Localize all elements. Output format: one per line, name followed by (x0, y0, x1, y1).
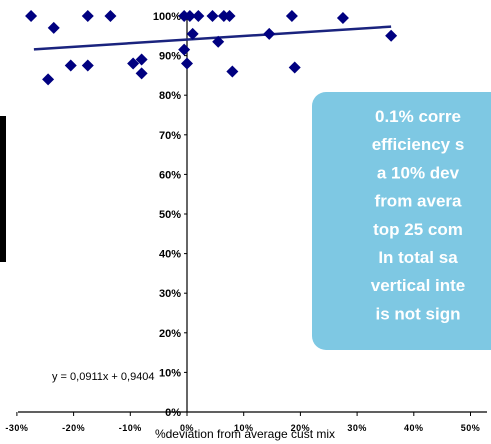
y-tick-label: 40% (159, 249, 181, 261)
x-tick-label: 40% (404, 423, 424, 433)
data-point (385, 29, 398, 42)
scatter-points (25, 10, 398, 86)
x-tick-label: 50% (461, 423, 481, 433)
data-point (104, 10, 117, 22)
data-point (178, 43, 191, 56)
y-axis-ticks: 0% 10% 20% 30% 40% 50% 60% 70% 80% 90% 100% (153, 11, 187, 419)
data-point (47, 21, 60, 34)
x-tick-label: 30% (347, 423, 367, 433)
y-tick-label: 60% (159, 169, 181, 181)
y-tick-label: 100% (153, 11, 181, 23)
y-tick-label: 0% (165, 407, 181, 419)
data-point (288, 61, 301, 74)
data-point (285, 10, 298, 22)
data-point (263, 27, 276, 40)
data-point (336, 11, 349, 24)
data-point (186, 27, 199, 40)
callout-line: In total sa (378, 248, 458, 267)
y-tick-label: 70% (159, 130, 181, 142)
x-tick-label: 10% (234, 423, 254, 433)
x-tick-label: -30% (5, 423, 28, 433)
data-point (212, 35, 225, 48)
data-point (183, 10, 196, 22)
data-point (81, 10, 94, 22)
callout-box: 0.1% corre efficiency s a 10% dev from aver… (312, 92, 491, 350)
x-tick-label: -10% (119, 423, 142, 433)
data-point (206, 10, 219, 22)
callout-text: 0.1% corre efficiency s a 10% dev from aver… (371, 107, 466, 323)
callout-line: 0.1% corre (375, 107, 461, 126)
x-tick-label: 20% (291, 423, 311, 433)
data-point (25, 10, 38, 22)
y-tick-label: 10% (159, 367, 181, 379)
data-point (192, 10, 205, 22)
data-point (223, 10, 236, 22)
x-axis-title: %deviation from average cust mix (155, 427, 335, 441)
data-point (42, 73, 55, 86)
callout-line: top 25 com (373, 220, 463, 239)
x-tick-label: -20% (62, 423, 85, 433)
callout-line: vertical inte (371, 276, 466, 295)
trendline (33, 25, 392, 51)
data-point (181, 57, 193, 70)
data-point (64, 59, 77, 72)
callout-background (312, 92, 491, 350)
y-tick-label: 80% (159, 90, 181, 102)
y-tick-label: 30% (159, 288, 181, 300)
callout-line: is not sign (376, 304, 461, 323)
trendline-equation: y = 0,0911x + 0,9404 (52, 371, 155, 383)
x-tick-label: 0% (180, 423, 194, 433)
left-accent-bar (0, 116, 6, 262)
y-tick-label: 50% (159, 209, 181, 221)
data-point (135, 67, 148, 80)
x-axis-ticks: -30% -20% -10% 0% 10% 20% 30% 40% 50% (5, 412, 480, 433)
callout-line: a 10% dev (377, 163, 460, 182)
data-point (81, 59, 94, 72)
data-point (135, 53, 148, 66)
y-tick-label: 90% (159, 51, 181, 63)
callout-line: from avera (375, 192, 462, 211)
y-tick-label: 20% (159, 328, 181, 340)
callout-line: efficiency s (372, 135, 465, 154)
data-point (226, 65, 239, 78)
data-point (127, 57, 140, 70)
